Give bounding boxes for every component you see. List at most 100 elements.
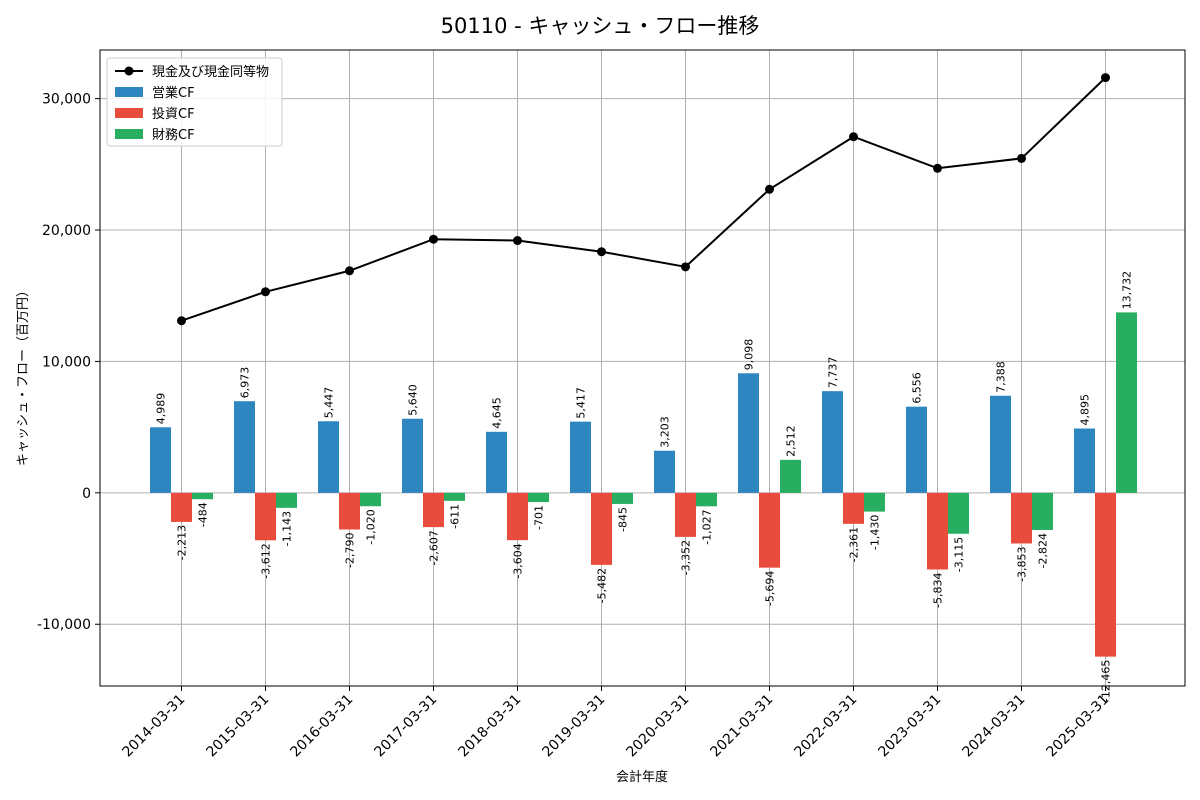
line-point [597, 247, 606, 257]
line-point [681, 262, 690, 272]
bar [696, 492, 717, 507]
line-series [177, 73, 1110, 326]
bar-data-label: 5,640 [407, 384, 420, 416]
legend-label: 投資CF [152, 106, 195, 122]
bar-data-label: -3,604 [512, 543, 525, 578]
chart-title: 50110 - キャッシュ・フロー推移 [441, 14, 760, 38]
bar-data-label: 4,645 [491, 397, 504, 429]
bar-data-label: 7,388 [995, 361, 1008, 393]
bar-data-labels: 4,989 6,973 5,447 5,640 4,645 5,417 3,203 9,098… [155, 271, 1134, 702]
bar [738, 373, 759, 493]
line-path [181, 76, 1107, 322]
bar [591, 492, 612, 565]
bar [339, 492, 360, 530]
bar [528, 492, 549, 503]
line-point [345, 266, 354, 276]
bar [990, 395, 1011, 493]
y-tick-label: 20,000 [42, 223, 91, 239]
x-tick-label: 2020-03-31 [623, 692, 692, 761]
bar [192, 492, 213, 500]
line-point [1017, 153, 1026, 163]
bar [444, 492, 465, 501]
y-tick-label: 30,000 [42, 92, 91, 108]
line-point [513, 236, 522, 246]
x-tick-label: 2022-03-31 [791, 692, 860, 761]
bar-data-label: -1,027 [701, 509, 714, 544]
bar-data-label: -3,352 [680, 540, 693, 575]
y-axis: -10,000 0 10,000 20,000 30,000 [37, 92, 100, 633]
grid-lines [100, 50, 1185, 686]
bar [507, 492, 528, 541]
bar-data-label: -3,115 [953, 537, 966, 572]
y-tick-label: -10,000 [37, 617, 91, 633]
bar [486, 431, 507, 493]
bar-data-label: -2,213 [176, 525, 189, 560]
plot-frame [99, 49, 1186, 687]
bar [675, 492, 696, 537]
bar [780, 459, 801, 493]
x-tick-label: 2019-03-31 [539, 692, 608, 761]
bar [612, 492, 633, 504]
bar-data-label: 4,895 [1079, 394, 1092, 426]
bar [759, 492, 780, 568]
bar [171, 492, 192, 522]
bar [822, 391, 843, 493]
legend-label: 財務CF [152, 128, 195, 143]
bar-data-label: -5,694 [764, 571, 777, 606]
bar-data-label: 5,417 [575, 387, 588, 419]
bar-data-label: -3,612 [260, 543, 273, 578]
legend-bar-swatch [115, 87, 143, 97]
bar-data-label: -1,020 [365, 509, 378, 544]
line-point [765, 184, 774, 194]
bar [423, 492, 444, 528]
bar-data-label: -2,607 [428, 530, 441, 565]
bar [255, 492, 276, 541]
bar [1032, 492, 1053, 530]
bar-data-label: -3,853 [1016, 546, 1029, 581]
bar-data-label: -5,834 [932, 572, 945, 607]
legend-marker [124, 66, 134, 76]
bar [864, 492, 885, 512]
bar-data-label: 6,973 [239, 367, 252, 399]
legend-box [106, 57, 283, 147]
bar [360, 492, 381, 507]
bar-data-label: 13,732 [1121, 271, 1134, 310]
bar-data-label: -1,430 [869, 515, 882, 550]
bar-data-label: 9,098 [743, 339, 756, 371]
bar-data-label: -701 [533, 505, 546, 530]
legend-bar-swatch [115, 129, 143, 139]
x-tick-label: 2015-03-31 [203, 692, 272, 761]
bar [570, 421, 591, 493]
bar-data-label: -2,824 [1037, 533, 1050, 568]
x-tick-label: 2023-03-31 [875, 692, 944, 761]
bar [843, 492, 864, 524]
bar [654, 450, 675, 493]
bar-data-label: 2,512 [785, 425, 798, 457]
bar-data-label: 3,203 [659, 416, 672, 448]
x-tick-label: 2018-03-31 [455, 692, 524, 761]
x-tick-label: 2017-03-31 [371, 692, 440, 761]
bar-data-label: -5,482 [596, 568, 609, 603]
bar-series [150, 312, 1137, 657]
line-point [1101, 73, 1110, 83]
bar [234, 401, 255, 493]
bar-data-label: -611 [449, 504, 462, 529]
bar [318, 421, 339, 493]
bar-data-label: -484 [197, 502, 210, 527]
y-tick-label: 0 [82, 486, 91, 502]
x-axis: 2014-03-31 2015-03-31 2016-03-31 2017-03-31… [119, 686, 1112, 760]
legend-label: 現金及び現金同等物 [152, 64, 269, 80]
legend-label: 営業CF [152, 85, 195, 101]
bar-data-label: 6,556 [911, 372, 924, 404]
bar-data-label: 4,989 [155, 393, 168, 425]
bar-data-label: -12,465 [1100, 660, 1113, 702]
x-tick-label: 2016-03-31 [287, 692, 356, 761]
x-tick-label: 2014-03-31 [119, 692, 188, 761]
line-point [177, 316, 186, 326]
bar-data-label: -845 [617, 507, 630, 532]
bar-data-label: 7,737 [827, 357, 840, 389]
x-tick-label: 2024-03-31 [959, 692, 1028, 761]
